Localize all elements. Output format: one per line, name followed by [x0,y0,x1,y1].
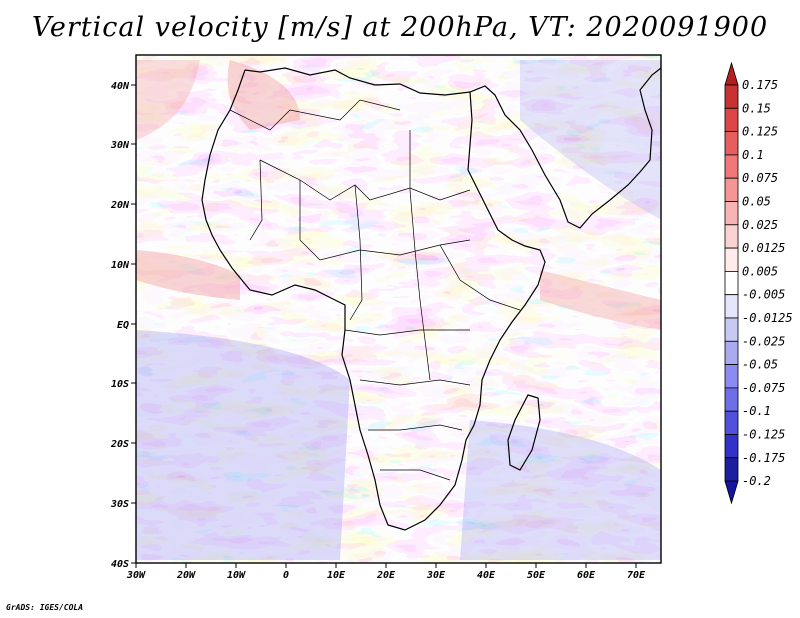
lon-label: 40E [477,570,496,581]
colorbar-bottom-arrow [724,480,739,505]
lon-labels: 30W 20W 10W 0 10E 20E 30E 40E 50E 60E 70… [126,570,646,581]
colorbar-swatch [724,387,739,412]
colorbar-label: -0.2 [742,474,771,488]
axis-ticks [131,84,637,568]
colorbar-swatch [724,340,739,365]
colorbar-swatch [724,84,739,109]
colorbar-label: -0.0125 [742,311,793,325]
colorbar-label: 0.05 [742,195,771,209]
colorbar-label: -0.125 [742,428,785,442]
lat-label: EQ [117,320,129,331]
colorbar-swatch [724,224,739,249]
colorbar-label: -0.05 [742,358,778,372]
lat-label: 40N [111,81,130,92]
colorbar-swatch [724,247,739,272]
colorbar-swatch [724,457,739,482]
colorbar-label: 0.075 [742,171,778,185]
colorbar-label: 0.175 [742,78,778,92]
lat-label: 30N [110,140,130,151]
colorbar-swatch [724,317,739,342]
coastline [201,67,662,531]
colorbar-top-arrow [724,61,739,86]
lat-labels: 40N 30N 20N 10N EQ 10S 20S 30S 40S [110,81,130,570]
map-panel [135,54,662,564]
lon-label: 10E [327,570,346,581]
colorbar-label: -0.175 [742,451,785,465]
colorbar-swatch [724,434,739,459]
lat-label: 40S [111,559,129,570]
lat-label: 10S [111,379,129,390]
colorbar-label: 0.125 [742,125,778,139]
colorbar: 0.175 0.15 0.125 0.1 0.075 0.05 0.025 0.0125 0.0… [724,61,793,505]
lat-label: 20N [110,200,130,211]
lon-label: 20W [176,570,196,581]
colorbar-label: 0.1 [742,148,764,162]
colorbar-label: -0.025 [742,334,785,348]
colorbar-label: -0.1 [742,404,771,418]
lat-label: 20S [110,439,129,450]
colorbar-label: 0.15 [742,101,771,115]
colorbar-swatch [724,201,739,226]
colorbar-swatch [724,270,739,296]
colorbar-label: 0.0125 [742,241,785,255]
lon-label: 10W [227,570,246,581]
lon-label: 50E [527,570,546,581]
lon-label: 30W [126,570,146,581]
colorbar-swatch [724,107,739,133]
colorbar-label: -0.005 [742,288,785,302]
colorbar-swatch [724,154,739,179]
lon-label: 70E [627,570,646,581]
country-borders [229,99,521,481]
credit-label: GrADS: IGES/COLA [6,603,84,612]
colorbar-label: 0.005 [742,264,778,278]
page-title: Vertical velocity [m/s] at 200hPa, VT: 2… [31,12,769,43]
lon-label: 0 [283,570,289,581]
lon-label: 30E [426,570,446,581]
lat-label: 30S [110,499,129,510]
colorbar-swatch [724,177,739,202]
lat-label: 10N [111,260,130,271]
colorbar-swatch [724,131,739,156]
colorbar-label: 0.025 [742,218,778,232]
lon-label: 60E [577,570,596,581]
colorbar-swatch [724,410,739,435]
lon-label: 20E [376,570,396,581]
colorbar-swatch [724,294,739,319]
colorbar-label: -0.075 [742,381,785,395]
colorbar-swatch [724,364,739,389]
